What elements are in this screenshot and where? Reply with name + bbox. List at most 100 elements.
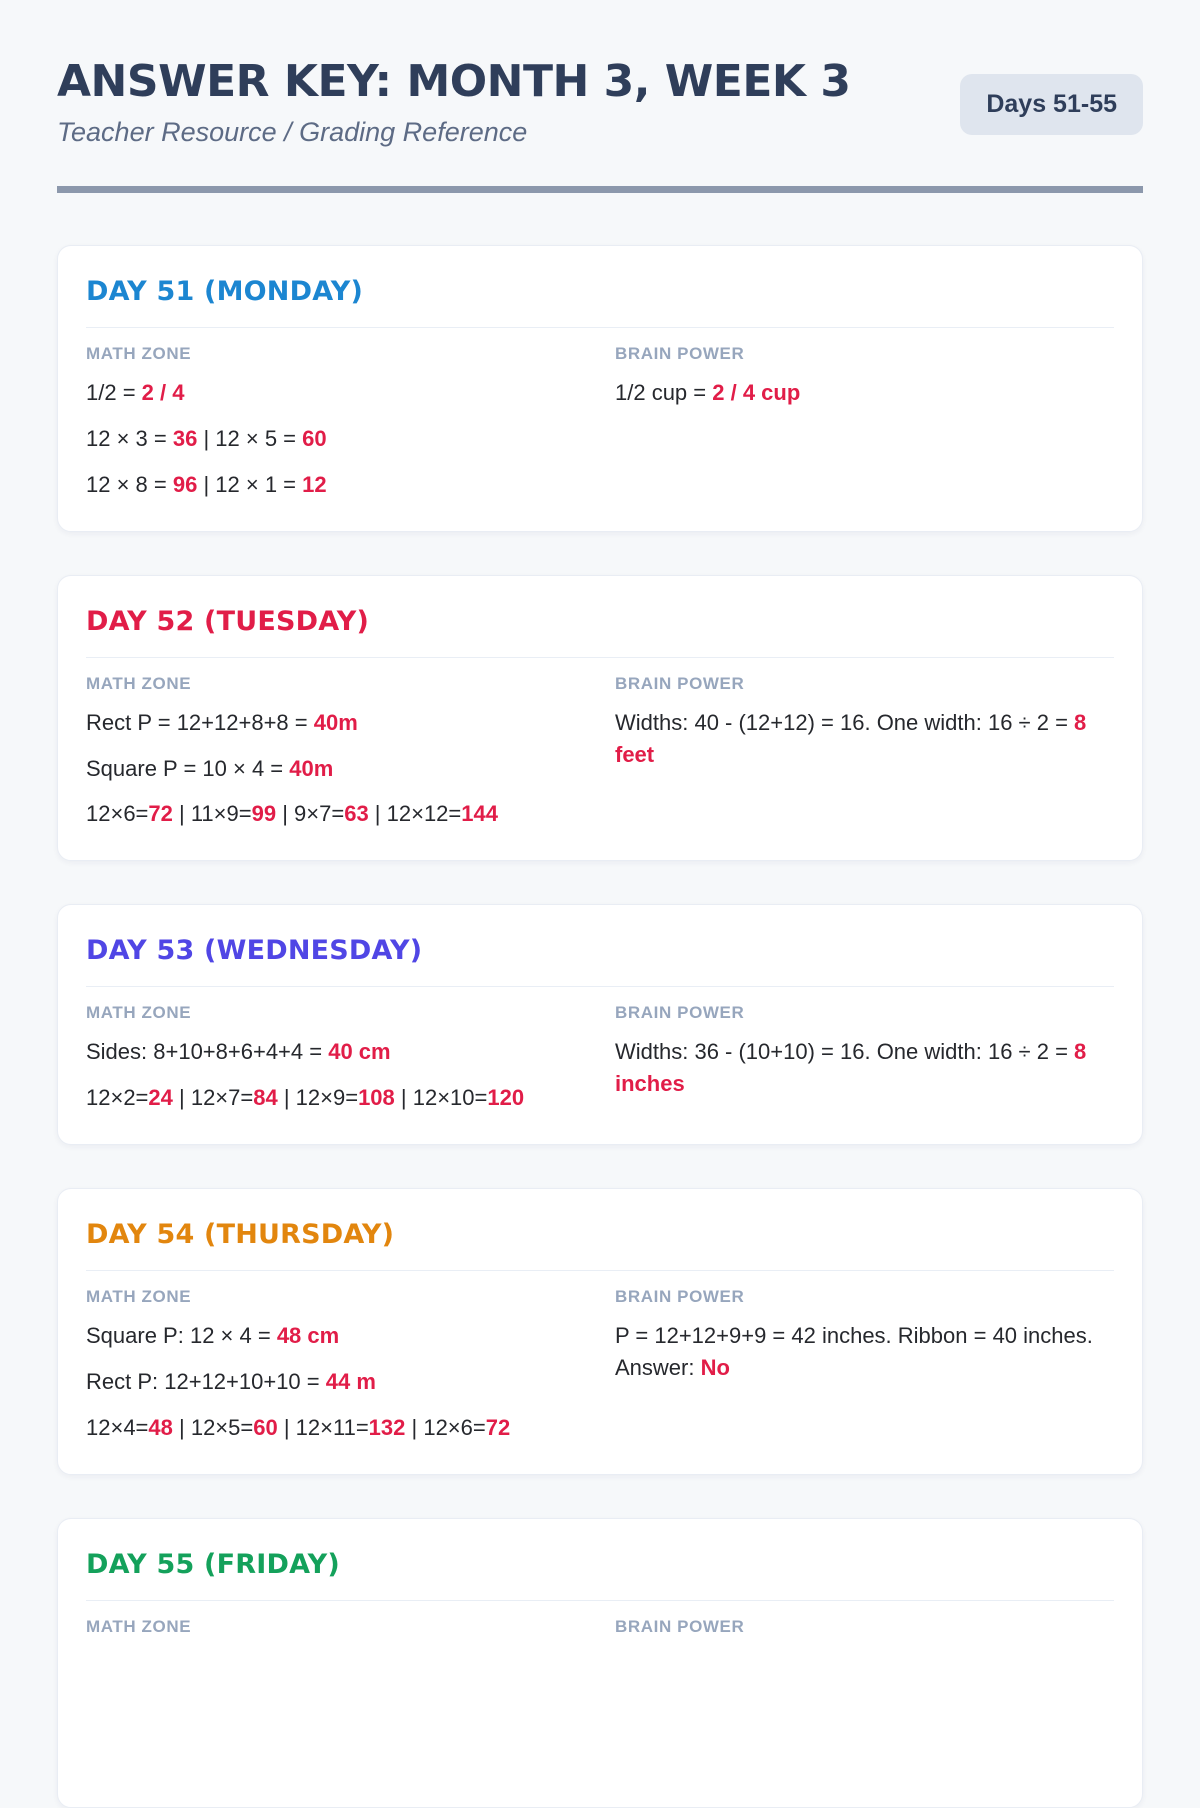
answer-text: 12×4= [86, 1414, 149, 1440]
card-columns: MATH ZONE Rect P = 12+12+8+8 = 40m Square … [86, 674, 1114, 831]
day-title: DAY 53 (WEDNESDAY) [86, 935, 423, 967]
answer-text: | 12 × 1 = [197, 471, 303, 497]
answer-line: Widths: 36 - (10+10) = 16. One width: 16… [615, 1036, 1114, 1100]
answer-value: 36 [172, 425, 198, 451]
answer-value: 99 [251, 801, 277, 827]
answer-line: 12 × 8 = 96 | 12 × 1 = 12 [86, 469, 585, 501]
answer-line: Square P = 10 × 4 = 40m [86, 753, 585, 785]
answer-value: 63 [344, 801, 369, 827]
answer-line: Square P: 12 × 4 = 48 cm [86, 1320, 585, 1352]
answer-value: 24 [148, 1085, 173, 1111]
card-divider [86, 1270, 1114, 1272]
brain-power-label: BRAIN POWER [615, 673, 745, 693]
answer-line: Widths: 40 - (12+12) = 16. One width: 16… [615, 707, 1114, 771]
answer-value: 8 inches [615, 1039, 1087, 1097]
answer-value: 44 m [325, 1369, 376, 1395]
answer-text: Widths: 40 - (12+12) = 16. One width: 16… [615, 709, 1075, 735]
answer-value: 8 feet [615, 709, 1087, 767]
answer-value: 144 [461, 801, 498, 827]
math-zone-column: MATH ZONE Rect P = 12+12+8+8 = 40m Square … [86, 674, 585, 831]
days-badge: Days 51-55 [960, 74, 1143, 135]
day-title: DAY 55 (FRIDAY) [86, 1548, 340, 1580]
answer-value: 48 cm [276, 1323, 340, 1349]
answer-line: 12×2=24 | 12×7=84 | 12×9=108 | 12×10=120 [86, 1082, 585, 1114]
answer-text: | 12 × 5 = [197, 425, 303, 451]
answer-value: 2 / 4 [141, 380, 185, 405]
answer-value: 60 [253, 1414, 278, 1440]
day-card-51: DAY 51 (MONDAY) MATH ZONE 1/2 = 2 / 4 12 × … [57, 245, 1143, 532]
day-card-55: DAY 55 (FRIDAY) MATH ZONE BRAIN POWER [57, 1517, 1143, 1808]
answer-line: 1/2 cup = 2 / 4 cup [615, 377, 1114, 409]
math-zone-column: MATH ZONE Sides: 8+10+8+6+4+4 = 40 cm 12×2… [86, 1003, 585, 1114]
day-title: DAY 51 (MONDAY) [86, 276, 364, 307]
answer-text: 12×2= [86, 1085, 149, 1111]
brain-power-label: BRAIN POWER [615, 1616, 745, 1636]
day-title: DAY 54 (THURSDAY) [86, 1219, 395, 1251]
answer-value: No [700, 1355, 730, 1381]
answer-text: Rect P: 12+12+10+10 = [86, 1369, 326, 1395]
card-divider [86, 656, 1114, 658]
brain-power-label: BRAIN POWER [615, 1287, 745, 1307]
answer-value: 84 [253, 1085, 278, 1111]
answer-text: | 12×9= [277, 1085, 359, 1111]
math-zone-column: MATH ZONE 1/2 = 2 / 4 12 × 3 = 36 | 12 × 5… [86, 344, 585, 501]
math-zone-label: MATH ZONE [86, 344, 192, 363]
card-divider [86, 327, 1114, 328]
answer-text: | 12×11= [277, 1414, 369, 1440]
answer-value: 48 [148, 1414, 173, 1440]
answer-value: 96 [172, 471, 198, 497]
answer-value: 2 / 4 cup [712, 380, 801, 405]
answer-value: 40 cm [328, 1039, 391, 1065]
answer-value: 132 [368, 1414, 406, 1440]
card-columns: MATH ZONE Square P: 12 × 4 = 48 cm Rect P:… [86, 1287, 1114, 1444]
answer-line: P = 12+12+9+9 = 42 inches. Ribbon = 40 i… [615, 1320, 1114, 1384]
day-card-53: DAY 53 (WEDNESDAY) MATH ZONE Sides: 8+10+8… [57, 904, 1143, 1146]
brain-power-column: BRAIN POWER [615, 1617, 1114, 1650]
answer-value: 40m [289, 755, 334, 781]
card-columns: MATH ZONE BRAIN POWER [86, 1617, 1114, 1650]
answer-text: | 12×6= [405, 1414, 486, 1440]
math-zone-column: MATH ZONE [86, 1617, 585, 1650]
answer-text: | 9×7= [276, 801, 345, 827]
math-zone-label: MATH ZONE [86, 1616, 192, 1636]
day-cards: DAY 51 (MONDAY) MATH ZONE 1/2 = 2 / 4 12 × … [57, 245, 1143, 1808]
answer-text: | 11×9= [172, 801, 252, 827]
answer-line: Rect P = 12+12+8+8 = 40m [86, 707, 585, 739]
brain-power-column: BRAIN POWER P = 12+12+9+9 = 42 inches. Ri… [615, 1287, 1114, 1444]
brain-power-column: BRAIN POWER Widths: 40 - (12+12) = 16. On… [615, 674, 1114, 831]
answer-text: 12 × 8 = [86, 471, 173, 497]
page-title: ANSWER KEY: MONTH 3, WEEK 3 [57, 56, 851, 107]
answer-text: Square P: 12 × 4 = [86, 1323, 277, 1349]
card-divider [86, 986, 1114, 988]
day-card-52: DAY 52 (TUESDAY) MATH ZONE Rect P = 12+12+… [57, 574, 1143, 862]
page-header: ANSWER KEY: MONTH 3, WEEK 3 Teacher Reso… [57, 38, 1143, 193]
card-columns: MATH ZONE Sides: 8+10+8+6+4+4 = 40 cm 12×2… [86, 1003, 1114, 1114]
header-divider [57, 186, 1143, 193]
answer-line: Sides: 8+10+8+6+4+4 = 40 cm [86, 1036, 585, 1068]
answer-text: 12×6= [86, 801, 149, 827]
answer-text: | 12×5= [172, 1414, 254, 1440]
answer-text: P = 12+12+9+9 = 42 inches. Ribbon = 40 i… [615, 1323, 1093, 1381]
header-text: ANSWER KEY: MONTH 3, WEEK 3 Teacher Reso… [57, 38, 851, 148]
math-zone-label: MATH ZONE [86, 673, 192, 693]
brain-power-column: BRAIN POWER 1/2 cup = 2 / 4 cup [615, 344, 1114, 501]
math-zone-label: MATH ZONE [86, 1287, 192, 1307]
answer-text: 1/2 = [86, 380, 142, 405]
answer-value: 40m [313, 709, 358, 735]
math-zone-label: MATH ZONE [86, 1003, 192, 1023]
answer-text: Sides: 8+10+8+6+4+4 = [86, 1039, 329, 1065]
answer-value: 60 [302, 425, 327, 451]
answer-line: 1/2 = 2 / 4 [86, 377, 585, 409]
brain-power-column: BRAIN POWER Widths: 36 - (10+10) = 16. On… [615, 1003, 1114, 1114]
answer-text: | 12×10= [394, 1085, 488, 1111]
header-row: ANSWER KEY: MONTH 3, WEEK 3 Teacher Reso… [57, 38, 1143, 148]
answer-value: 12 [302, 471, 327, 497]
brain-power-label: BRAIN POWER [615, 344, 745, 363]
answer-text: Square P = 10 × 4 = [86, 755, 290, 781]
answer-line: 12 × 3 = 36 | 12 × 5 = 60 [86, 423, 585, 455]
answer-value: 108 [358, 1085, 395, 1111]
page-subtitle: Teacher Resource / Grading Reference [57, 117, 528, 147]
answer-text: 1/2 cup = [615, 380, 713, 405]
answer-value: 72 [485, 1414, 511, 1440]
